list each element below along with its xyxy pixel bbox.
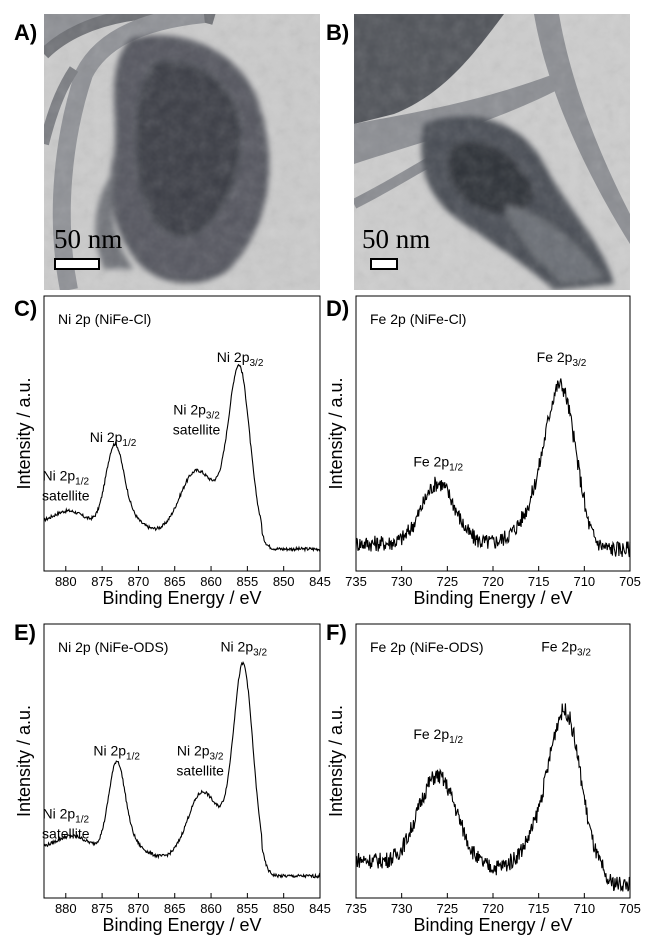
- x-axis-label-d: Binding Energy / eV: [413, 588, 572, 608]
- x-tick-label-f: 725: [436, 901, 458, 916]
- scale-label-b: 50 nm: [362, 224, 431, 254]
- x-tick-label-d: 710: [573, 574, 595, 589]
- y-axis-label-e: Intensity / a.u.: [14, 705, 34, 817]
- x-tick-label-e: 865: [164, 901, 186, 916]
- peak-label-c: Ni 2p3/2: [173, 401, 220, 421]
- x-tick-label-f: 735: [345, 901, 367, 916]
- x-tick-label-f: 730: [391, 901, 413, 916]
- x-tick-label-c: 860: [200, 574, 222, 589]
- plot-frame-e: [43, 623, 321, 899]
- y-axis-label-f: Intensity / a.u.: [326, 705, 346, 817]
- peak-label-e: Ni 2p3/2: [220, 638, 267, 658]
- chart-title-e: Ni 2p (NiFe-ODS): [58, 639, 168, 655]
- x-tick-label-e: 870: [128, 901, 150, 916]
- x-tick-label-e: 845: [309, 901, 331, 916]
- peak-label-d: Fe 2p1/2: [413, 454, 463, 474]
- scale-bar-b: [370, 258, 398, 270]
- tem-image-a: [44, 14, 320, 290]
- plot-frame-c: [43, 295, 321, 572]
- peak-label-d: Fe 2p3/2: [537, 349, 587, 369]
- peak-label-e: Ni 2p1/2: [93, 743, 140, 763]
- x-tick-label-f: 720: [482, 901, 504, 916]
- peak-label-f: Fe 2p1/2: [413, 726, 463, 746]
- x-tick-label-f: 715: [528, 901, 550, 916]
- x-tick-label-d: 735: [345, 574, 367, 589]
- x-tick-label-c: 870: [128, 574, 150, 589]
- peak-label-f: Fe 2p3/2: [541, 638, 591, 658]
- plot-frame-d: [355, 295, 631, 572]
- peak-label-satellite-c: satellite: [42, 487, 90, 503]
- x-axis-label-f: Binding Energy / eV: [413, 915, 572, 935]
- y-axis-label-d: Intensity / a.u.: [326, 377, 346, 489]
- x-tick-label-e: 880: [55, 901, 77, 916]
- peak-label-e: Ni 2p3/2: [177, 743, 224, 763]
- peak-label-c: Ni 2p1/2: [90, 429, 137, 449]
- x-tick-label-c: 880: [55, 574, 77, 589]
- x-axis-label-e: Binding Energy / eV: [102, 915, 261, 935]
- peak-label-satellite-c: satellite: [173, 421, 221, 437]
- x-tick-label-c: 850: [273, 574, 295, 589]
- y-axis-label-c: Intensity / a.u.: [14, 377, 34, 489]
- x-tick-label-f: 705: [619, 901, 641, 916]
- x-tick-label-d: 715: [528, 574, 550, 589]
- spectrum-line-e: [43, 661, 321, 879]
- panel-label-f: F): [326, 620, 347, 645]
- x-tick-label-e: 860: [200, 901, 222, 916]
- tem-image-b: [354, 14, 630, 290]
- plot-frame-f: [355, 623, 631, 899]
- x-tick-label-c: 865: [164, 574, 186, 589]
- panel-label-a: A): [14, 20, 38, 45]
- x-tick-label-c: 845: [309, 574, 331, 589]
- x-axis-label-c: Binding Energy / eV: [102, 588, 261, 608]
- x-tick-label-d: 705: [619, 574, 641, 589]
- scale-bar-a: [54, 258, 100, 270]
- x-tick-label-d: 730: [391, 574, 413, 589]
- x-tick-label-c: 875: [91, 574, 113, 589]
- spectrum-line-f: [355, 703, 631, 892]
- chart-title-c: Ni 2p (NiFe-Cl): [58, 311, 151, 327]
- spectrum-line-d: [355, 378, 631, 558]
- peak-label-c: Ni 2p1/2: [42, 467, 89, 487]
- panel-label-b: B): [326, 20, 350, 45]
- peak-label-satellite-e: satellite: [176, 763, 224, 779]
- spectrum-line-c: [43, 363, 321, 553]
- peak-label-satellite-e: satellite: [42, 826, 90, 842]
- chart-title-d: Fe 2p (NiFe-Cl): [370, 311, 466, 327]
- x-tick-label-e: 875: [91, 901, 113, 916]
- scale-label-a: 50 nm: [54, 224, 123, 254]
- panel-label-c: C): [14, 296, 38, 321]
- x-tick-label-c: 855: [237, 574, 259, 589]
- peak-label-c: Ni 2p3/2: [217, 349, 264, 369]
- x-tick-label-e: 855: [237, 901, 259, 916]
- x-tick-label-e: 850: [273, 901, 295, 916]
- panel-label-d: D): [326, 296, 350, 321]
- chart-title-f: Fe 2p (NiFe-ODS): [370, 639, 484, 655]
- x-tick-label-f: 710: [573, 901, 595, 916]
- x-tick-label-d: 720: [482, 574, 504, 589]
- x-tick-label-d: 725: [436, 574, 458, 589]
- peak-label-e: Ni 2p1/2: [42, 806, 89, 826]
- panel-label-e: E): [14, 620, 36, 645]
